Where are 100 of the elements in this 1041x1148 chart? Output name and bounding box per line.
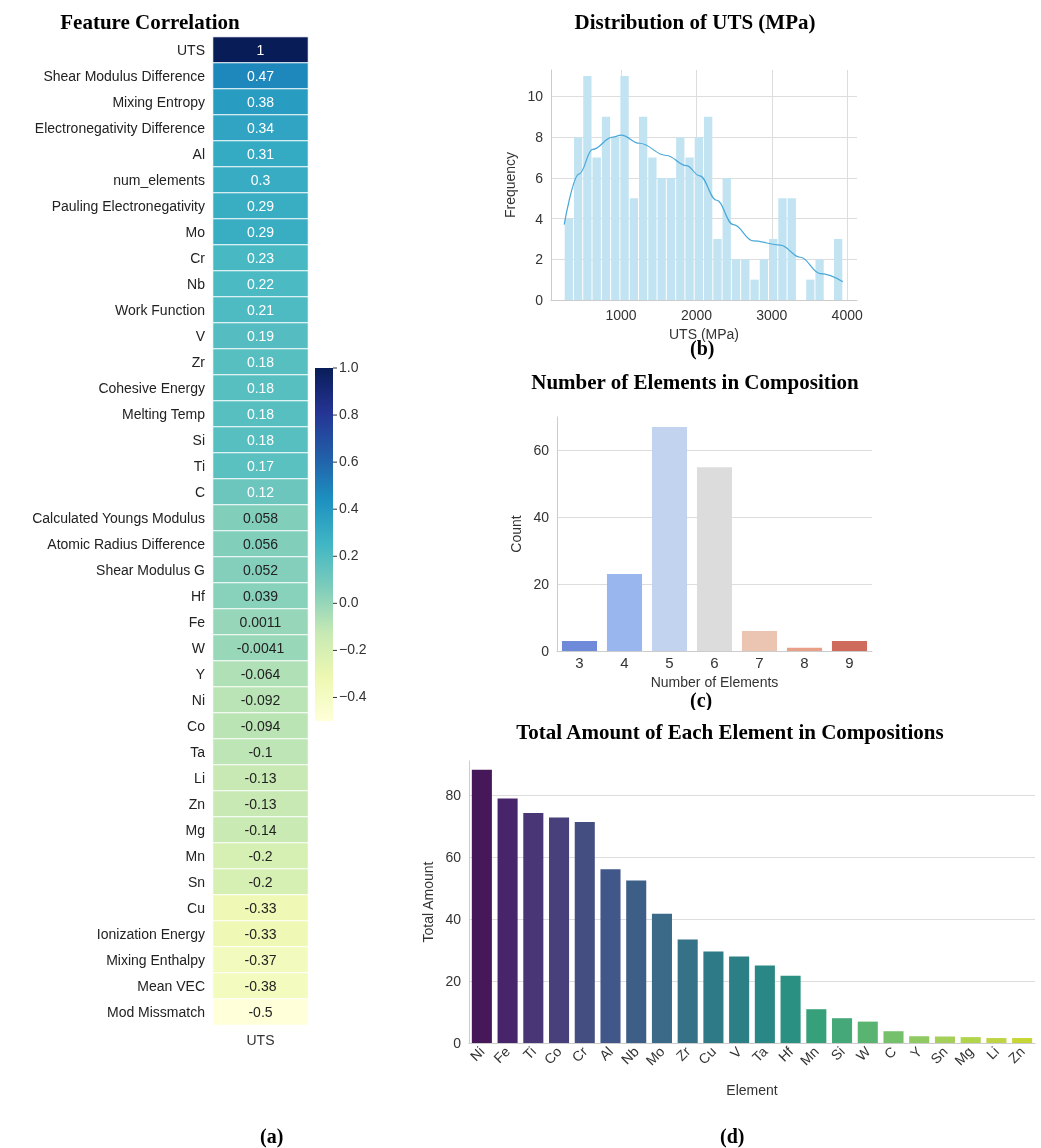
bar [651,427,688,651]
data-label: 0.29 [246,224,275,240]
bar [831,640,868,651]
y-tick-label: Mean VEC [137,978,205,994]
bar [806,1009,827,1043]
data-label: 0.31 [246,146,275,162]
x-tick-label: C [880,1043,900,1062]
x-tick-label: Nb [617,1043,643,1068]
bar [651,913,672,1043]
data-label: -0.5 [248,1004,273,1020]
line-series [563,134,844,283]
y-tick-label: Electronegativity Difference [34,120,206,136]
y-tick-label: Mixing Entropy [112,94,205,110]
y-tick-label: 4 [535,210,544,227]
y-tick-label: Cr [190,250,206,266]
y-tick-label: Ionization Energy [96,926,205,942]
bar [960,1037,981,1043]
x-tick-label: 1000 [605,307,637,323]
chart-title: Distribution of UTS (MPa) [574,9,816,34]
y-tick-label: 20 [445,973,462,990]
bar [729,956,750,1043]
y-tick-label: Cohesive Energy [98,380,205,396]
data-label: 1 [256,42,265,58]
x-axis-title: Element [726,1082,778,1098]
data-label: -0.2 [248,874,273,890]
x-tick-label: 3000 [756,307,788,323]
y-tick-label: Al [192,146,205,162]
bar [523,813,544,1043]
y-tick-label: 40 [533,509,550,526]
y-tick-label: Ti [193,458,205,474]
y-tick-label: Li [194,770,205,786]
x-tick-label: Zn [1004,1043,1028,1067]
x-tick-label: Cr [568,1043,591,1066]
y-tick-label: 80 [445,787,462,804]
y-tick-label: 0 [453,1035,462,1051]
color-bar-label: 0.6 [339,453,359,470]
bar [909,1036,930,1043]
color-bar-label: 0.4 [339,500,359,517]
bar [986,1038,1007,1043]
bar [549,817,570,1043]
bar [703,951,724,1043]
y-tick-label: 0 [535,292,544,308]
data-label: -0.37 [244,952,277,968]
x-tick-label: Si [827,1043,848,1064]
bar [741,630,778,651]
chart-title: Feature Correlation [60,9,241,34]
color-bar-label: 1.0 [339,359,359,375]
data-label: 0.18 [246,380,275,396]
x-tick-label: Mo [642,1043,668,1069]
data-label: 0.47 [246,68,275,84]
y-tick-label: Pauling Electronegativity [51,198,205,214]
y-tick-label: Nb [187,276,206,292]
data-label: 0.17 [246,458,275,474]
y-axis-title: Total Amount [419,861,436,943]
data-label: 0.039 [242,588,279,604]
data-label: 0.23 [246,250,275,266]
x-tick-label: Mg [951,1043,977,1069]
data-label: -0.13 [244,770,277,786]
y-tick-label: Shear Modulus G [96,562,205,578]
y-tick-label: Calculated Youngs Modulus [32,510,205,526]
y-tick-label: 6 [535,169,544,186]
data-label: 0.058 [242,510,279,526]
data-label: -0.094 [240,718,281,734]
x-tick-label: 2000 [680,307,713,323]
y-tick-label: UTS [177,42,205,58]
x-tick-label: Ta [748,1043,771,1066]
data-label: -0.33 [244,900,277,916]
x-tick-label: Li [983,1043,1003,1063]
color-bar-label: −0.2 [339,641,367,658]
data-label: 0.34 [246,120,275,136]
x-tick-label: Al [596,1043,617,1064]
data-label: 0.18 [246,432,275,448]
bar [786,647,823,651]
data-label: 0.22 [246,276,275,292]
x-tick-label: 3 [575,654,584,671]
bar [934,1036,955,1043]
y-tick-label: Atomic Radius Difference [47,536,206,552]
data-label: -0.33 [244,926,277,942]
bar [561,640,598,651]
y-tick-label: num_elements [113,172,205,188]
y-tick-label: 2 [535,251,544,268]
x-tick-label: Cu [695,1043,720,1068]
data-label: -0.14 [244,822,277,838]
y-tick-label: 40 [445,911,462,928]
color-bar-label: 0.0 [339,594,359,611]
bar [1012,1038,1033,1043]
y-tick-label: Cu [187,900,205,916]
bar [677,939,698,1043]
y-axis-title: Count [508,515,524,553]
y-tick-label: Ni [191,692,205,708]
y-tick-label: 10 [527,88,544,105]
data-label: -0.092 [240,692,281,708]
x-tick-label: Y [906,1042,926,1062]
y-tick-label: Y [195,666,206,682]
x-tick-label: 6 [710,654,719,671]
y-tick-label: Work Function [115,302,205,318]
y-tick-label: Zr [191,354,206,370]
y-tick-label: Mod Missmatch [106,1004,205,1020]
color-bar-label: 0.8 [339,406,359,423]
bar [857,1021,878,1043]
